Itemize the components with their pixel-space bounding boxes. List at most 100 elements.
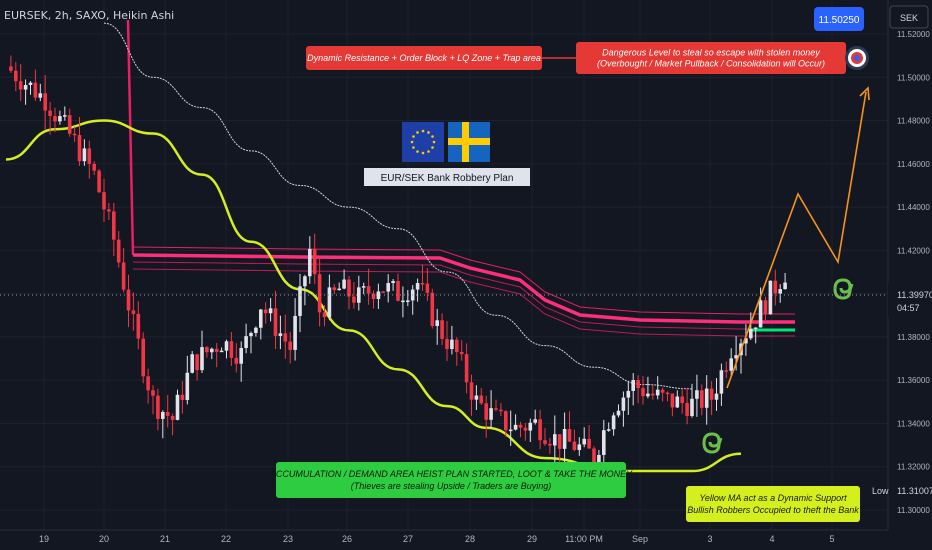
candle-body — [557, 434, 562, 449]
ma-callout — [686, 486, 860, 522]
candle-body — [28, 82, 33, 85]
candle-body — [195, 354, 199, 371]
candle-body — [734, 355, 738, 359]
eu-star — [416, 150, 419, 153]
candle-body — [14, 70, 18, 82]
candle-body — [714, 393, 719, 400]
candle-body — [724, 370, 729, 372]
time-tick: 19 — [39, 534, 49, 544]
candle-body — [680, 396, 684, 403]
candle-body — [753, 327, 758, 329]
candle-body — [528, 422, 533, 431]
candle-body — [430, 292, 435, 327]
candle-body — [327, 287, 332, 318]
candle-body — [602, 430, 606, 455]
candle-body — [151, 390, 155, 396]
candle-body — [332, 287, 337, 291]
low-label: Low — [872, 486, 889, 496]
white-moving-average — [103, 22, 693, 390]
plan-title: EUR/SEK Bank Robbery Plan — [381, 173, 514, 184]
candle-body — [185, 372, 190, 400]
candle-body — [92, 163, 96, 171]
time-tick: 26 — [342, 534, 352, 544]
candle-body — [513, 424, 518, 430]
candle-body — [440, 320, 444, 339]
candle-body — [636, 380, 640, 389]
candle-body — [499, 409, 503, 412]
candle-body — [376, 291, 381, 300]
candle-body — [361, 286, 366, 288]
candle-body — [582, 438, 586, 445]
candle-body — [651, 393, 655, 396]
candle-body — [626, 390, 631, 398]
price-tick: 11.52000 — [897, 30, 930, 39]
price-tick: 11.42000 — [897, 246, 930, 255]
candle-body — [553, 434, 557, 446]
snake-icon — [833, 278, 852, 300]
candle-body — [283, 333, 288, 342]
eu-star — [410, 140, 414, 144]
ma-callout-text: Yellow MA act as a Dynamic Support — [699, 493, 847, 503]
candle-body — [165, 412, 170, 416]
candle-body — [205, 347, 209, 353]
plan-title-box — [364, 168, 530, 186]
candle-body — [508, 429, 513, 432]
candle-body — [391, 281, 395, 284]
currency-label: SEK — [900, 13, 918, 23]
candle-body — [337, 288, 341, 291]
candle-body — [273, 308, 278, 336]
candle-body — [464, 354, 469, 383]
eu-star — [412, 146, 415, 149]
danger-callout-text: Dangerous Level to steal so escape with … — [602, 48, 820, 58]
currency-button[interactable] — [889, 5, 929, 29]
candle-body — [665, 392, 670, 395]
candle-body — [543, 440, 547, 444]
candle-body — [249, 332, 253, 337]
time-tick: 3 — [707, 534, 712, 544]
accumulation-callout-text: ACCUMULATION / DEMAND AREA HEIST PLAN ST… — [269, 469, 633, 479]
candle-body — [768, 280, 773, 315]
candle-body — [175, 394, 180, 420]
price-tick: 11.32000 — [897, 463, 930, 472]
price-tick: 11.34000 — [897, 419, 930, 428]
low-price: 11.31007 — [897, 486, 932, 496]
candle-body — [170, 415, 175, 420]
candle-body — [704, 388, 709, 408]
candle-body — [58, 116, 62, 122]
target-ring — [854, 55, 860, 61]
candle-body — [136, 313, 141, 339]
ma-line — [103, 22, 693, 390]
eu-star — [421, 151, 425, 155]
candle-body — [611, 415, 616, 430]
candle-body — [312, 248, 317, 275]
candle-body — [548, 443, 552, 446]
time-tick: 20 — [99, 534, 109, 544]
candle-body — [38, 93, 43, 98]
candle-body — [474, 395, 479, 400]
candle-body — [371, 293, 376, 300]
candle-body — [655, 389, 660, 396]
time-tick: 11:00 PM — [565, 534, 603, 544]
candle-body — [401, 300, 405, 303]
candle-body — [23, 84, 28, 90]
candle-body — [459, 352, 464, 355]
candle-body — [214, 348, 219, 352]
candle-body — [219, 350, 224, 353]
candle-body — [366, 286, 371, 294]
candle-body — [72, 133, 77, 136]
candle-body — [719, 370, 724, 394]
candle-body — [729, 358, 733, 371]
time-tick: 23 — [283, 534, 293, 544]
candle-body — [744, 338, 748, 344]
time-tick: 27 — [403, 534, 413, 544]
candle-body — [77, 135, 82, 162]
candle-body — [670, 393, 675, 408]
candle-body — [455, 339, 459, 353]
time-tick: 4 — [769, 534, 774, 544]
candle-body — [63, 115, 67, 117]
candle-body — [161, 412, 165, 419]
candle-body — [660, 389, 665, 393]
candle-body — [763, 300, 768, 315]
price-tick: 11.50000 — [897, 73, 930, 82]
